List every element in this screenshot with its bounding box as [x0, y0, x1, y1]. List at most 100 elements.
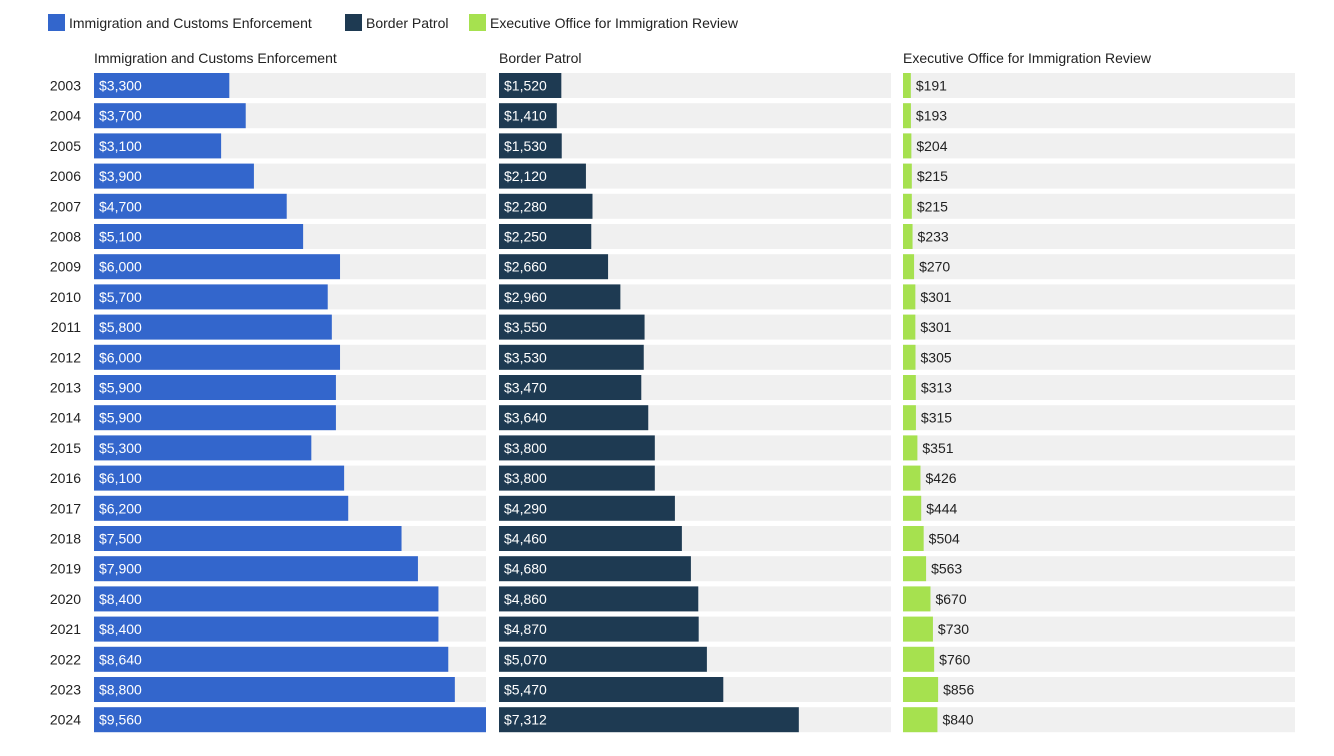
- bar-track: [903, 103, 1295, 129]
- year-label: 2014: [50, 410, 81, 426]
- bar-border-patrol: [499, 677, 724, 702]
- bar-border-patrol: [499, 163, 586, 189]
- data-label: $1,520: [504, 78, 547, 94]
- data-label: $2,660: [504, 259, 547, 275]
- bar-executive-office-for-immigration-review: [903, 556, 927, 582]
- legend-swatch-border-patrol: [345, 14, 362, 31]
- year-label: 2017: [50, 500, 81, 516]
- bar-executive-office-for-immigration-review: [903, 707, 938, 733]
- bar-border-patrol: [499, 284, 621, 310]
- data-label: $1,410: [504, 108, 547, 124]
- year-label: 2005: [50, 138, 81, 154]
- bar-border-patrol: [499, 556, 691, 582]
- data-label: $4,860: [504, 591, 547, 607]
- data-label: $3,470: [504, 380, 547, 396]
- bar-immigration-and-customs-enforcement: [94, 495, 349, 521]
- bar-executive-office-for-immigration-review: [903, 284, 916, 310]
- data-label: $3,800: [504, 470, 547, 486]
- data-label: $2,120: [504, 168, 547, 184]
- year-label: 2015: [50, 440, 81, 456]
- data-label: $426: [925, 470, 956, 486]
- bar-border-patrol: [499, 193, 593, 219]
- data-label: $4,290: [504, 500, 547, 516]
- bar-executive-office-for-immigration-review: [903, 677, 939, 702]
- bar-immigration-and-customs-enforcement: [94, 586, 439, 612]
- data-label: $504: [929, 531, 960, 547]
- bar-border-patrol: [499, 73, 562, 98]
- year-label: 2010: [50, 289, 81, 305]
- data-label: $444: [926, 500, 957, 516]
- bar-executive-office-for-immigration-review: [903, 163, 912, 189]
- data-label: $7,500: [99, 531, 142, 547]
- data-label: $5,900: [99, 410, 142, 426]
- bar-border-patrol: [499, 405, 649, 431]
- data-label: $5,100: [99, 229, 142, 245]
- data-label: $5,070: [504, 651, 547, 667]
- data-label: $8,640: [99, 651, 142, 667]
- bar-track: [903, 435, 1295, 461]
- year-label: 2024: [50, 712, 81, 728]
- bar-executive-office-for-immigration-review: [903, 254, 915, 280]
- bar-track: [903, 254, 1295, 280]
- data-label: $7,900: [99, 561, 142, 577]
- bar-track: [903, 163, 1295, 189]
- bar-immigration-and-customs-enforcement: [94, 254, 341, 280]
- year-label: 2013: [50, 380, 81, 396]
- bar-border-patrol: [499, 103, 557, 129]
- data-label: $4,460: [504, 531, 547, 547]
- bar-border-patrol: [499, 646, 707, 672]
- year-label: 2023: [50, 682, 81, 698]
- data-label: $313: [921, 380, 952, 396]
- year-label: 2008: [50, 229, 81, 245]
- bar-executive-office-for-immigration-review: [903, 344, 916, 370]
- bar-track: [903, 646, 1295, 672]
- bar-border-patrol: [499, 586, 699, 612]
- bar-track: [903, 465, 1295, 491]
- bar-border-patrol: [499, 375, 642, 400]
- bar-track: [903, 73, 1295, 98]
- data-label: $856: [943, 682, 974, 698]
- bar-track: [903, 224, 1295, 249]
- bar-border-patrol: [499, 526, 682, 551]
- data-label: $3,100: [99, 138, 142, 154]
- bar-border-patrol: [499, 495, 675, 521]
- bar-track: [499, 103, 891, 129]
- bar-track: [903, 133, 1295, 159]
- bar-border-patrol: [499, 224, 592, 249]
- data-label: $6,100: [99, 470, 142, 486]
- bar-immigration-and-customs-enforcement: [94, 435, 312, 461]
- bar-executive-office-for-immigration-review: [903, 133, 912, 159]
- data-label: $670: [935, 591, 966, 607]
- year-label: 2006: [50, 168, 81, 184]
- bar-executive-office-for-immigration-review: [903, 314, 916, 340]
- data-label: $204: [916, 138, 947, 154]
- data-label: $315: [921, 410, 952, 426]
- bar-immigration-and-customs-enforcement: [94, 163, 254, 189]
- data-label: $270: [919, 259, 950, 275]
- data-label: $5,300: [99, 440, 142, 456]
- bar-immigration-and-customs-enforcement: [94, 224, 304, 249]
- legend-label-immigration-and-customs-enforcement: Immigration and Customs Enforcement: [69, 15, 312, 31]
- bar-track: [903, 556, 1295, 582]
- bar-executive-office-for-immigration-review: [903, 646, 935, 672]
- data-label: $351: [922, 440, 953, 456]
- data-label: $8,400: [99, 621, 142, 637]
- bar-immigration-and-customs-enforcement: [94, 193, 287, 219]
- bar-executive-office-for-immigration-review: [903, 495, 922, 521]
- data-label: $760: [939, 651, 970, 667]
- data-label: $4,870: [504, 621, 547, 637]
- bar-executive-office-for-immigration-review: [903, 616, 933, 642]
- bar-border-patrol: [499, 707, 799, 733]
- bar-track: [903, 616, 1295, 642]
- data-label: $3,640: [504, 410, 547, 426]
- data-label: $305: [921, 349, 952, 365]
- bar-track: [903, 707, 1295, 733]
- panel-title-executive-office-for-immigration-review: Executive Office for Immigration Review: [903, 50, 1152, 66]
- bar-border-patrol: [499, 254, 609, 280]
- legend-label-executive-office-for-immigration-review: Executive Office for Immigration Review: [490, 15, 739, 31]
- year-label: 2004: [50, 108, 81, 124]
- data-label: $6,000: [99, 349, 142, 365]
- bar-track: [903, 375, 1295, 400]
- bar-track: [903, 526, 1295, 551]
